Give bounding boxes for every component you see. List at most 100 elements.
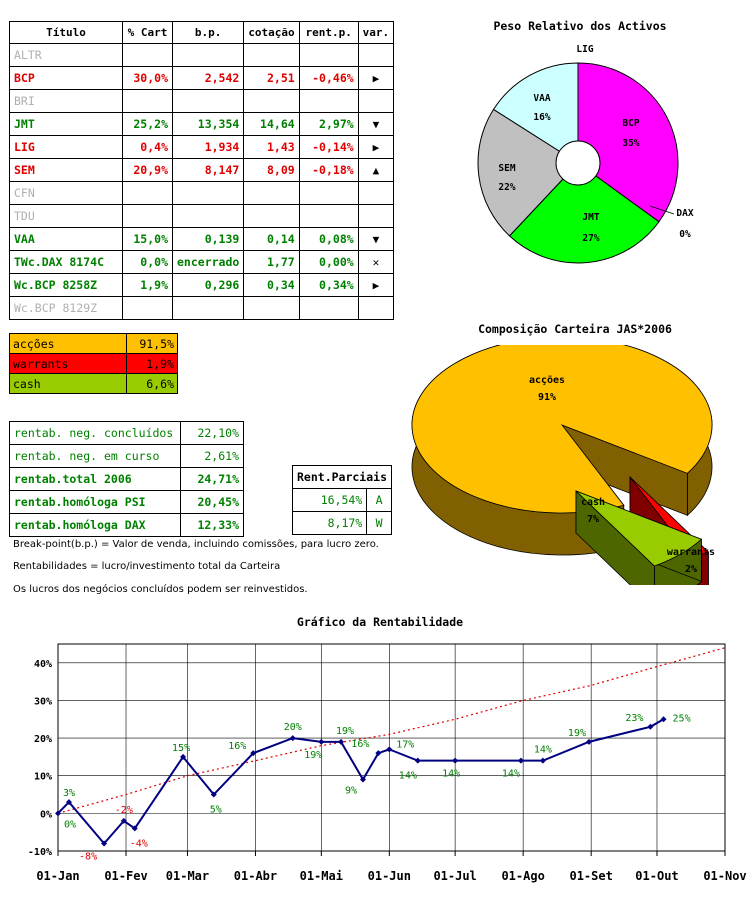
data-label: 5% <box>210 805 222 816</box>
rentab-label: rentab.homóloga DAX <box>9 513 181 537</box>
bp-cell <box>171 296 245 320</box>
var-indicator-cell: ▼ <box>357 112 395 136</box>
asset-name-cell: LIG <box>9 135 123 159</box>
pie-chart-title: Peso Relativo dos Activos <box>493 19 667 33</box>
data-label: 19% <box>336 726 354 737</box>
cotacao-cell: 2,51 <box>243 66 300 90</box>
plot-area <box>57 643 726 852</box>
rent-cell: -0,18% <box>298 158 359 182</box>
table-row: JMT 25,2% 13,354 14,64 2,97% ▼ <box>9 112 395 136</box>
allocation-body: acções 91,5% warrants 1,9% cash 6,6% <box>9 333 178 394</box>
data-label: 14% <box>534 745 552 756</box>
data-label: 20% <box>284 722 302 733</box>
pie3d-value-label: 91% <box>538 392 556 403</box>
pct-cart-cell <box>122 296 173 320</box>
allocation-label: acções <box>9 333 127 354</box>
data-point-marker <box>539 757 546 764</box>
donut-hole <box>555 140 601 186</box>
x-tick-label: 01-Jun <box>368 869 411 883</box>
table-row: CFN <box>9 181 395 205</box>
rentab-value: 12,33% <box>180 513 244 537</box>
rent-cell <box>298 296 359 320</box>
data-point-marker <box>120 817 127 824</box>
composition-chart-title: Composição Carteira JAS*2006 <box>478 322 672 336</box>
x-tick-label: 01-Nov <box>703 869 746 883</box>
rentabilidade-body: rentab. neg. concluídos 22,10% rentab. neg… <box>9 421 244 537</box>
rent-parciais-table: Rent.Parciais 16,54% A 8,17% W <box>291 465 393 535</box>
pct-cart-cell: 0,0% <box>122 250 173 274</box>
y-tick-label: -10% <box>28 847 52 858</box>
cotacao-cell <box>243 89 300 113</box>
bp-cell: 2,542 <box>171 66 245 90</box>
data-point-marker <box>452 757 459 764</box>
rentab-row: rentab.homóloga PSI 20,45% <box>9 490 244 514</box>
rentab-row: rentab. neg. concluídos 22,10% <box>9 421 244 445</box>
asset-name-cell: JMT <box>9 112 123 136</box>
allocation-value: 6,6% <box>126 373 178 394</box>
data-point-marker <box>414 757 421 764</box>
x-tick-label: 01-Fev <box>104 869 147 883</box>
pct-cart-cell <box>122 204 173 228</box>
var-indicator-cell <box>357 43 395 67</box>
data-label: -2% <box>115 805 133 816</box>
data-point-marker <box>65 799 72 806</box>
data-label: 19% <box>568 728 586 739</box>
bp-cell <box>171 204 245 228</box>
rentabilidade-table: rentab. neg. concluídos 22,10% rentab. neg… <box>9 421 244 537</box>
pie3d-value-label: 2% <box>685 564 697 575</box>
allocation-table: acções 91,5% warrants 1,9% cash 6,6% <box>9 333 178 394</box>
rentab-label: rentab. neg. em curso <box>9 444 181 468</box>
cotacao-cell <box>243 296 300 320</box>
table-row: VAA 15,0% 0,139 0,14 0,08% ▼ <box>9 227 395 251</box>
pct-cart-cell <box>122 43 173 67</box>
note-break-point: Break-point(b.p.) = Valor de venda, incl… <box>13 539 379 550</box>
pie-label: LIG <box>576 44 593 55</box>
pie3d-slice-cash <box>575 490 703 567</box>
line-chart-title: Gráfico da Rentabilidade <box>296 615 464 629</box>
composition-3d-pie-chart: acções 91% cash 7% warrants 2% <box>411 345 715 585</box>
x-tick-label: 01-Out <box>635 869 678 883</box>
asset-name-cell: TWc.DAX 8174C <box>9 250 123 274</box>
data-label: 16% <box>228 741 246 752</box>
cotacao-cell <box>243 43 300 67</box>
portfolio-body: ALTR BCP 30,0% 2,542 2,51 -0,46% ▶ BRI JMT 25,2% 1… <box>9 43 395 320</box>
allocation-value: 91,5% <box>126 333 178 354</box>
rentab-value: 24,71% <box>180 467 244 491</box>
bp-cell: 13,354 <box>171 112 245 136</box>
data-point-marker <box>386 746 393 753</box>
rentab-row: rentab. neg. em curso 2,61% <box>9 444 244 468</box>
data-label: -8% <box>79 851 97 862</box>
col-header-cotacao: cotação <box>243 21 300 44</box>
pie3d-label: acções <box>529 375 565 386</box>
col-header-rent: rent.p. <box>298 21 359 44</box>
data-point-marker <box>101 840 108 847</box>
y-tick-label: 30% <box>34 696 52 707</box>
pie3d-label: warrants <box>667 547 715 558</box>
cotacao-cell: 0,14 <box>243 227 300 251</box>
rentab-row: rentab.total 2006 24,71% <box>9 467 244 491</box>
data-point-marker <box>338 738 345 745</box>
table-row: Wc.BCP 8258Z 1,9% 0,296 0,34 0,34% ▶ <box>9 273 395 297</box>
rentab-value: 20,45% <box>180 490 244 514</box>
col-header-titulo: Título <box>9 21 123 44</box>
pie-label: BCP <box>622 118 639 129</box>
data-point-marker <box>517 757 524 764</box>
rent-cell: 0,34% <box>298 273 359 297</box>
asset-name-cell: SEM <box>9 158 123 182</box>
var-indicator-cell <box>357 181 395 205</box>
data-point-marker <box>131 825 138 832</box>
note-rentabilidades: Rentabilidades = lucro/investimento tota… <box>13 561 281 572</box>
asset-name-cell: BRI <box>9 89 123 113</box>
bp-cell: 0,139 <box>171 227 245 251</box>
var-indicator-cell: ▶ <box>357 273 395 297</box>
table-row: BCP 30,0% 2,542 2,51 -0,46% ▶ <box>9 66 395 90</box>
bp-cell: 0,296 <box>171 273 245 297</box>
data-label: 14% <box>442 769 460 780</box>
y-tick-label: 20% <box>34 734 52 745</box>
data-point-marker <box>660 716 667 723</box>
rent-cell <box>298 181 359 205</box>
rentabilidade-line-chart: -10% 0% 10% 20% 30% 40% 01-Jan 01-Fev 01-Mar 01-A… <box>28 643 747 883</box>
pct-cart-cell: 20,9% <box>122 158 173 182</box>
pie-slice-vaa <box>492 62 579 164</box>
